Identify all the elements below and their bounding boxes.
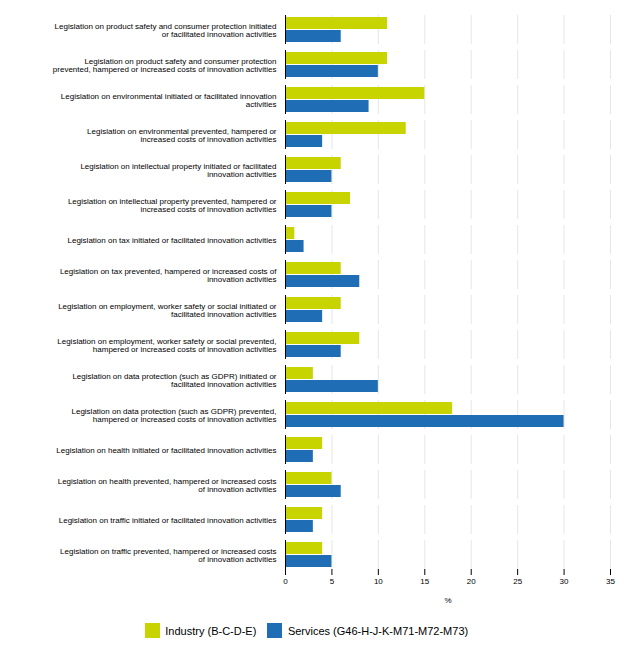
svg-text:Legislation on traffic initiat: Legislation on traffic initiated or faci… [59, 516, 277, 525]
svg-text:5: 5 [330, 577, 335, 586]
html-text:Services (G46-H-J-K-M71-M72-M7: Services (G46-H-J-K-M71-M72-M73) [287, 624, 469, 637]
svg-text:Legislation on employment, wor: Legislation on employment, worker safety… [57, 337, 276, 354]
svg-text:Legislation on employment, wor: Legislation on employment, worker safety… [58, 302, 277, 319]
svg-text:10: 10 [374, 577, 383, 586]
svg-text:Legislation on health prevente: Legislation on health prevented, hampere… [58, 477, 277, 494]
svg-text:0: 0 [283, 577, 288, 586]
svg-text:Legislation on environmental i: Legislation on environmental initiated o… [61, 92, 277, 109]
svg-text:Legislation on data protection: Legislation on data protection (such as … [71, 407, 276, 424]
svg-text:20: 20 [467, 577, 476, 586]
svg-text:30: 30 [560, 577, 569, 586]
svg-text:Legislation on environmental p: Legislation on environmental prevented, … [87, 127, 277, 144]
svg-text:Legislation on product safety: Legislation on product safety and consum… [55, 22, 277, 39]
svg-text:25: 25 [513, 577, 522, 586]
svg-text:Legislation on intellectual pr: Legislation on intellectual property pre… [68, 197, 277, 214]
svg-text:Legislation on product safety: Legislation on product safety and consum… [53, 57, 277, 74]
svg-text:Legislation on tax prevented,: Legislation on tax prevented, hampered o… [60, 267, 277, 284]
html-text:Industry (B-C-D-E): Industry (B-C-D-E) [165, 624, 257, 637]
svg-text:Legislation on health initiate: Legislation on health initiated or facil… [56, 446, 276, 455]
svg-text:35: 35 [606, 577, 615, 586]
svg-text:Legislation on traffic prevent: Legislation on traffic prevented, hamper… [60, 547, 276, 564]
svg-text:%: % [444, 596, 451, 605]
svg-text:Legislation on intellectual pr: Legislation on intellectual property ini… [80, 162, 276, 179]
svg-text:15: 15 [420, 577, 429, 586]
svg-text:Legislation on data protection: Legislation on data protection (such as … [72, 372, 276, 389]
svg-text:Legislation on tax initiated o: Legislation on tax initiated or facilita… [67, 236, 276, 245]
